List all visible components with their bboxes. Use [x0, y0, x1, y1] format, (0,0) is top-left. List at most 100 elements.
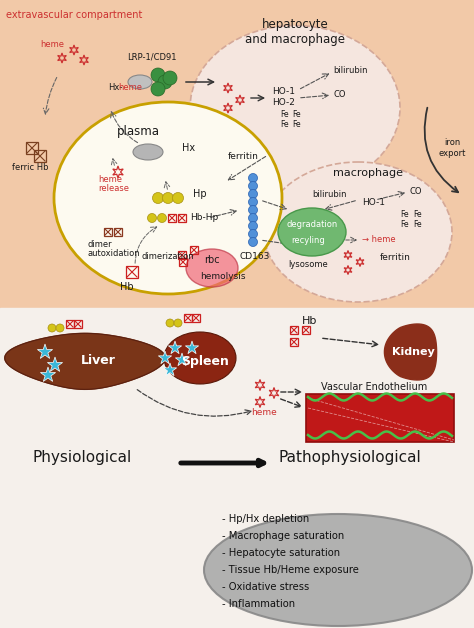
Bar: [26, 142, 38, 154]
Polygon shape: [37, 344, 53, 359]
Circle shape: [153, 193, 164, 203]
Text: Spleen: Spleen: [181, 355, 229, 369]
Polygon shape: [384, 324, 437, 380]
Bar: [66, 320, 74, 328]
Polygon shape: [158, 351, 172, 364]
Circle shape: [248, 214, 257, 222]
Text: Hp: Hp: [193, 189, 207, 199]
Polygon shape: [168, 341, 182, 354]
Bar: [192, 314, 200, 322]
Circle shape: [56, 324, 64, 332]
Bar: [0, 308, 474, 628]
Text: release: release: [98, 184, 129, 193]
Text: Hx: Hx: [182, 143, 195, 153]
Circle shape: [174, 319, 182, 327]
Bar: [168, 214, 176, 222]
Ellipse shape: [128, 75, 152, 89]
Text: dimerization: dimerization: [142, 252, 195, 261]
Circle shape: [173, 193, 183, 203]
Text: - Macrophage saturation: - Macrophage saturation: [222, 531, 344, 541]
Bar: [178, 251, 186, 259]
Text: autoxidation: autoxidation: [88, 249, 141, 258]
Text: bilirubin: bilirubin: [312, 190, 346, 199]
Text: Fe: Fe: [292, 120, 301, 129]
Text: ferric Hb: ferric Hb: [12, 163, 48, 172]
Text: - Hepatocyte saturation: - Hepatocyte saturation: [222, 548, 340, 558]
Circle shape: [158, 75, 172, 89]
Bar: [302, 326, 310, 334]
Bar: [104, 228, 112, 236]
Text: HO-2: HO-2: [272, 98, 295, 107]
Bar: [184, 314, 192, 322]
Bar: [114, 228, 122, 236]
Bar: [306, 394, 454, 442]
Polygon shape: [185, 341, 199, 354]
Ellipse shape: [164, 332, 236, 384]
Text: HO-1: HO-1: [272, 87, 295, 96]
Text: CD163: CD163: [240, 252, 270, 261]
Bar: [0, 0, 474, 308]
Circle shape: [157, 214, 166, 222]
Text: hepatocyte
and macrophage: hepatocyte and macrophage: [245, 18, 345, 46]
Text: CO: CO: [334, 90, 346, 99]
Ellipse shape: [264, 162, 452, 302]
Text: Fe: Fe: [413, 220, 422, 229]
Circle shape: [248, 222, 257, 230]
Text: Fe: Fe: [400, 210, 409, 219]
Bar: [34, 150, 46, 162]
Text: rbc: rbc: [204, 255, 220, 265]
Text: heme: heme: [98, 175, 122, 184]
Text: heme: heme: [118, 84, 142, 92]
Text: macrophage: macrophage: [333, 168, 403, 178]
Text: Fe: Fe: [280, 110, 289, 119]
Circle shape: [163, 71, 177, 85]
Text: Fe: Fe: [400, 220, 409, 229]
Circle shape: [151, 82, 165, 96]
Text: hemolysis: hemolysis: [200, 272, 246, 281]
Text: → heme: → heme: [362, 235, 396, 244]
Polygon shape: [40, 367, 55, 381]
Circle shape: [151, 68, 165, 82]
Circle shape: [48, 324, 56, 332]
Bar: [178, 214, 186, 222]
Text: Pathophysiological: Pathophysiological: [279, 450, 421, 465]
Text: heme: heme: [251, 408, 277, 417]
Ellipse shape: [186, 249, 238, 287]
Text: ferritin: ferritin: [380, 253, 411, 262]
Text: iron
export: iron export: [438, 138, 465, 158]
Polygon shape: [164, 363, 177, 376]
Circle shape: [248, 190, 257, 198]
Text: Hb-Hp: Hb-Hp: [190, 213, 218, 222]
Text: lysosome: lysosome: [288, 260, 328, 269]
Ellipse shape: [278, 208, 346, 256]
Ellipse shape: [204, 514, 472, 626]
Text: Fe: Fe: [280, 120, 289, 129]
Bar: [290, 326, 298, 334]
Text: Hb: Hb: [120, 282, 134, 292]
Text: Liver: Liver: [81, 354, 116, 367]
Text: HO-1: HO-1: [362, 198, 385, 207]
Circle shape: [248, 205, 257, 215]
Text: Hx-: Hx-: [108, 84, 122, 92]
Circle shape: [163, 193, 173, 203]
Circle shape: [248, 237, 257, 247]
Text: Kidney: Kidney: [392, 347, 434, 357]
Text: - Oxidative stress: - Oxidative stress: [222, 582, 309, 592]
Text: Hb: Hb: [302, 316, 318, 326]
Ellipse shape: [190, 26, 400, 190]
Text: - Inflammation: - Inflammation: [222, 599, 295, 609]
Circle shape: [166, 319, 174, 327]
Text: Vascular Endothelium: Vascular Endothelium: [321, 382, 427, 392]
Text: LRP-1/CD91: LRP-1/CD91: [127, 52, 177, 61]
Bar: [290, 338, 298, 346]
Circle shape: [248, 181, 257, 190]
Text: - Hp/Hx depletion: - Hp/Hx depletion: [222, 514, 309, 524]
Circle shape: [248, 229, 257, 239]
Text: Fe: Fe: [292, 110, 301, 119]
Text: dimer: dimer: [88, 240, 113, 249]
Bar: [190, 246, 198, 254]
Bar: [74, 320, 82, 328]
Polygon shape: [175, 353, 189, 365]
Text: degradation: degradation: [286, 220, 337, 229]
Text: ferritin: ferritin: [228, 152, 259, 161]
